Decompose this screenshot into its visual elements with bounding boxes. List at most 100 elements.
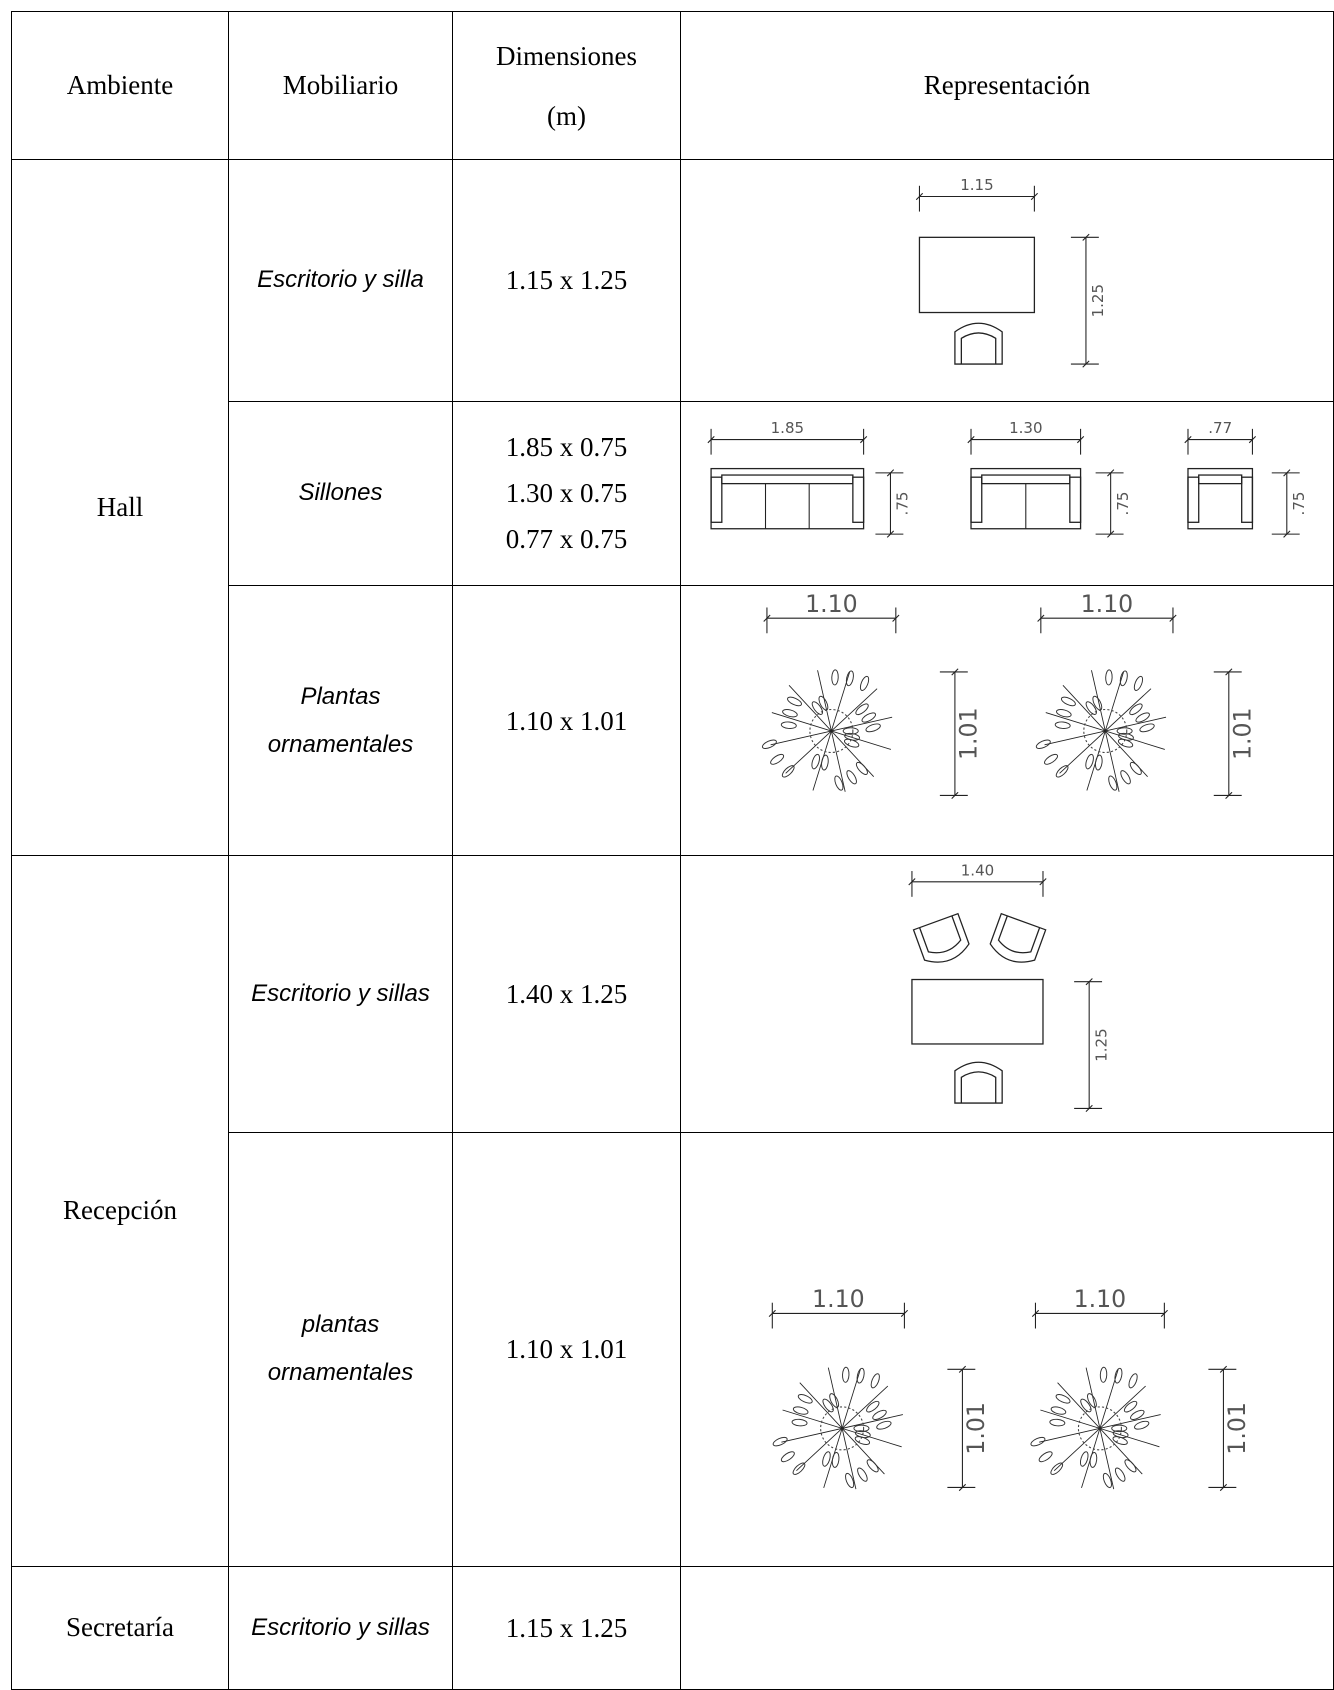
leaf [1128, 1373, 1138, 1389]
line [1085, 1104, 1093, 1112]
shape [981, 473, 1071, 484]
furniture-table: Ambiente Mobiliario Dimensiones (m) Repre… [11, 11, 1334, 1690]
leaf [859, 676, 870, 692]
line [951, 668, 959, 676]
leaf [853, 1424, 870, 1432]
dimension-label: 1.01 [1228, 708, 1256, 761]
plant-core [1077, 1406, 1122, 1451]
leaf [1099, 1366, 1108, 1383]
header-cell: Dimensiones (m) [452, 11, 681, 160]
leaf [854, 1435, 871, 1445]
shape [970, 476, 983, 523]
shape [852, 476, 865, 523]
leaf [1035, 739, 1051, 750]
dimension-label: 1.10 [805, 590, 858, 618]
dim-cell: 1.10 x 1.01 [452, 1131, 681, 1567]
leaf [1085, 701, 1097, 716]
dimension-label: 1.40 [961, 861, 994, 879]
leaf [1135, 712, 1150, 723]
leaf [1087, 1392, 1097, 1408]
chair-shape [912, 912, 970, 963]
leaf [1089, 1451, 1098, 1468]
dimension-text: 1.15 x 1.25 [505, 1612, 628, 1643]
dimension-text: 1.10 x 1.01 [505, 1334, 628, 1365]
leaf [1120, 770, 1131, 785]
plant-core [1083, 709, 1128, 754]
line [1184, 435, 1192, 443]
mobiliario-cell: plantas ornamentales [228, 1131, 453, 1567]
leaf [1102, 1472, 1112, 1488]
line [900, 1309, 909, 1317]
leaf [855, 703, 869, 716]
leaf [1094, 754, 1103, 771]
dimension-label: 1.15 [960, 176, 993, 194]
drawing: 1.40 1.25 [908, 861, 1110, 1112]
line [951, 792, 959, 800]
leaf [1129, 703, 1143, 716]
header-cell: Mobiliario [228, 11, 453, 160]
shape [911, 978, 1044, 1045]
drawing-cell: 1.40 1.25 [680, 854, 1334, 1133]
drawing: 1.10 1.01 1.10 1.01 [768, 1285, 1251, 1491]
line [1160, 1309, 1168, 1317]
line [1076, 435, 1085, 443]
leaf [1111, 1424, 1128, 1432]
leaf [822, 1398, 834, 1413]
ambiente-cell: Secretaría [11, 1565, 229, 1690]
leaf [1030, 1436, 1046, 1447]
leaf [861, 712, 877, 723]
leaf [1060, 696, 1076, 707]
leaf [1119, 670, 1128, 687]
leaf [1050, 1462, 1064, 1475]
leaf [856, 1367, 865, 1384]
line [1219, 1483, 1228, 1491]
drawing-cell: 1.85 .75 1.30 .75 .77 .75 [680, 400, 1334, 587]
dimension-text: 0.77 x 0.75 [505, 524, 628, 555]
line [1039, 877, 1047, 886]
leaf [866, 1400, 880, 1413]
line [915, 192, 924, 201]
plant-core [809, 709, 854, 754]
line [892, 614, 900, 623]
line [1283, 468, 1291, 477]
chair [912, 912, 970, 963]
leaf [1080, 1398, 1092, 1413]
leaf [821, 754, 829, 771]
dimension-label: 1.01 [1223, 1402, 1251, 1455]
dimension-label: 1.10 [812, 1285, 865, 1313]
dimension-label: 1.30 [1009, 419, 1042, 437]
drawing: 1.15 1.25 [915, 176, 1107, 368]
leaf [780, 721, 797, 730]
line [1169, 614, 1177, 623]
drawing: 1.85 .75 1.30 .75 .77 .75 [707, 419, 1308, 538]
leaf [781, 765, 795, 778]
shape [918, 236, 1036, 314]
leaf [834, 775, 844, 791]
leaf [1055, 765, 1069, 778]
dimension-text: 1.15 x 1.25 [505, 265, 628, 296]
shape [710, 467, 865, 529]
leaf [1038, 1451, 1053, 1463]
leaf [1056, 709, 1072, 718]
header-cell: Representación [680, 11, 1334, 160]
line [1225, 792, 1233, 800]
line [763, 614, 771, 623]
line [1082, 360, 1090, 368]
drawing-cell: 1.15 1.25 [680, 159, 1334, 402]
header-cell: Ambiente [11, 11, 229, 160]
leaf [1105, 669, 1113, 686]
line [770, 717, 893, 746]
leaf [831, 669, 839, 686]
leaf [818, 696, 829, 711]
line [1039, 1413, 1161, 1443]
line [707, 435, 715, 443]
dimension-text: 1.30 x 0.75 [505, 478, 628, 509]
leaf [843, 739, 860, 748]
leaf [772, 1436, 788, 1447]
leaf [1092, 696, 1103, 711]
leaf [791, 1418, 808, 1427]
line [967, 435, 975, 443]
shape [710, 476, 723, 523]
leaf [831, 1451, 840, 1468]
